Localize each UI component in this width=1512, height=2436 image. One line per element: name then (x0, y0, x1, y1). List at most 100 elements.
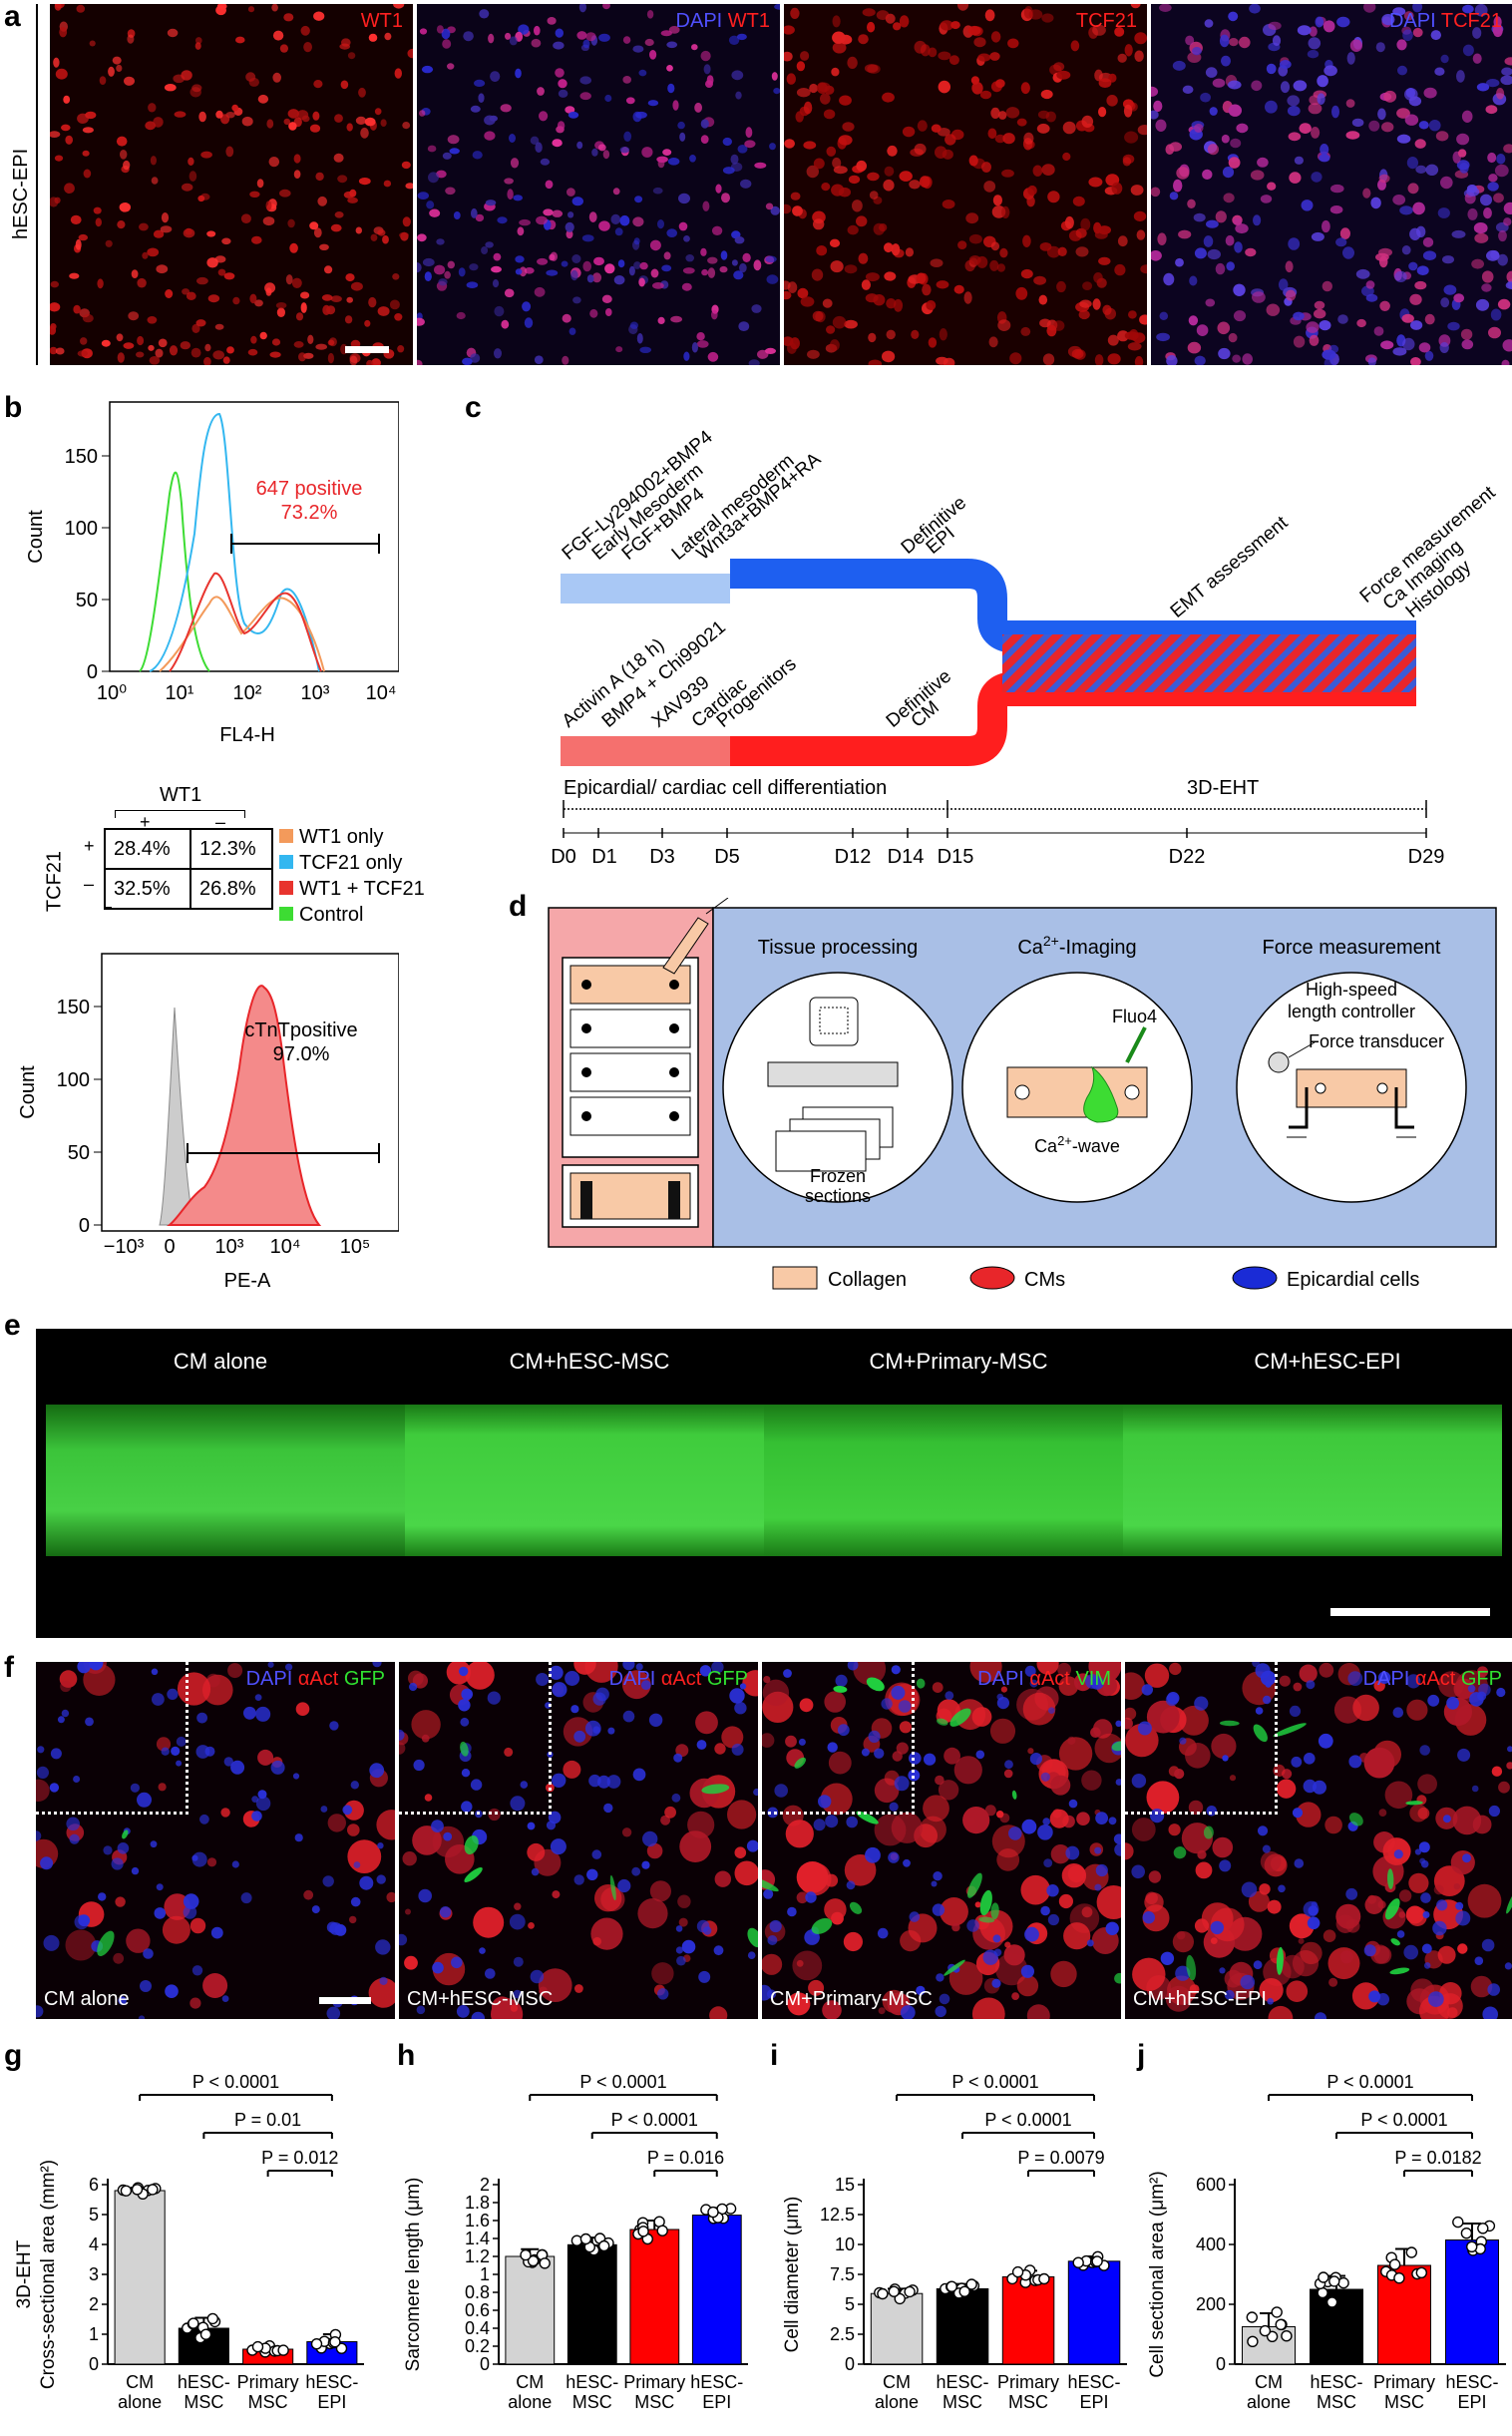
eht-image (764, 1405, 1123, 1556)
svg-text:100: 100 (65, 518, 98, 540)
svg-text:150: 150 (57, 997, 90, 1018)
eht-image (405, 1405, 764, 1556)
quad-cell: 32.5% (114, 878, 171, 900)
legend-item: WT1 + TCF21 (279, 876, 425, 902)
micro-label: TCF21 (1075, 10, 1137, 32)
panel-letter-c: c (465, 391, 482, 424)
data-point (120, 2185, 133, 2197)
category-label-3: hESC- (690, 2372, 743, 2392)
bottom-labels: Activin A (18 h) BMP4 + Chi99021 XAV939 … (559, 616, 955, 732)
y-tick-label: 7.5 (830, 2264, 855, 2284)
svg-text:High-speed: High-speed (1306, 980, 1397, 1000)
category-label-3: EPI (317, 2392, 346, 2412)
band-coculture (1002, 634, 1416, 692)
y-tick-label: 200 (1196, 2294, 1226, 2314)
micro-dapi-tcf21: DAPI TCF21 (1151, 4, 1512, 365)
data-point (1072, 2256, 1084, 2268)
panel-letter-j: j (1137, 2039, 1146, 2072)
data-point (1388, 2258, 1401, 2270)
protocol-diagram: FGF-Ly294002+BMP4 Early Mesoderm FGF+BMP… (551, 429, 1500, 868)
category-label-1: hESC- (936, 2372, 988, 2392)
category-label-1: hESC- (1310, 2372, 1362, 2392)
y-tick-label: 1.8 (465, 2193, 490, 2213)
bar-0 (505, 2255, 556, 2365)
svg-text:D22: D22 (1169, 846, 1206, 868)
svg-text:EMT assessment: EMT assessment (1167, 512, 1293, 622)
y-tick-label: 1.2 (465, 2246, 490, 2266)
svg-text:Epicardial/ cardiac cell diffe: Epicardial/ cardiac cell differentiation (564, 777, 887, 799)
sig-label: P < 0.0001 (951, 2072, 1038, 2092)
micro-f-cm-alone: DAPI αAct GFP CM alone (36, 1662, 395, 2019)
bar-2 (1377, 2264, 1431, 2365)
legend-item: TCF21 only (279, 850, 425, 876)
bar-1 (936, 2287, 989, 2365)
curve-wt1-tcf21 (169, 572, 322, 672)
sig-label: P = 0.012 (261, 2148, 338, 2168)
category-label-1: MSC (1317, 2392, 1356, 2412)
svg-text:Collagen: Collagen (828, 1269, 907, 1291)
svg-text:CMs: CMs (1024, 1269, 1065, 1291)
bar-0 (870, 2292, 924, 2365)
flow-legend: WT1 only TCF21 only WT1 + TCF21 Control (279, 824, 425, 928)
data-point (1393, 2271, 1405, 2284)
svg-text:D15: D15 (938, 846, 974, 868)
y-tick-label: 12.5 (820, 2205, 855, 2225)
y-tick-label: 0.4 (465, 2318, 490, 2338)
data-point (1246, 2311, 1259, 2323)
data-point (1247, 2335, 1259, 2347)
category-label-1: MSC (572, 2392, 612, 2412)
y-axis-label: Cell diameter (μm) (782, 2197, 803, 2353)
category-label-3: EPI (1457, 2392, 1486, 2412)
y-tick-label: 0 (480, 2354, 490, 2374)
data-point (335, 2342, 348, 2354)
category-label-3: EPI (1079, 2392, 1108, 2412)
category-label-2: MSC (1384, 2392, 1424, 2412)
micro-tcf21: TCF21 (784, 4, 1147, 365)
data-point (1337, 2276, 1349, 2289)
legend-item: Control (279, 902, 425, 928)
data-point (1415, 2266, 1427, 2279)
top-labels: FGF-Ly294002+BMP4 Early Mesoderm FGF+BMP… (559, 429, 970, 565)
svg-text:Frozen: Frozen (810, 1166, 866, 1186)
svg-text:Force transducer: Force transducer (1309, 1031, 1444, 1051)
y-tick-label: 5 (89, 2205, 99, 2225)
bar-1 (567, 2243, 617, 2365)
category-label-2: Primary (1373, 2372, 1435, 2392)
svg-text:97.0%: 97.0% (273, 1043, 330, 1065)
data-point (310, 2338, 323, 2350)
gate-label-1: 647 positive (256, 478, 363, 500)
y-tick-label: 6 (89, 2175, 99, 2195)
eht-whole-mount-strip: CM alone CM+hESC-MSC CM+Primary-MSC CM+h… (36, 1329, 1512, 1638)
category-label-2: MSC (248, 2392, 288, 2412)
data-point (199, 2328, 212, 2340)
svg-text:PE-A: PE-A (224, 1270, 271, 1292)
eht-image (1123, 1405, 1502, 1556)
svg-text:50: 50 (76, 590, 98, 611)
histogram-fl4: 0 50 100 150 10⁰ 10¹ 10² 10³ 10⁴ FL4-H C… (25, 401, 399, 746)
svg-text:D1: D1 (591, 846, 617, 868)
legend-item: WT1 only (279, 824, 425, 850)
y-tick-label: 0.8 (465, 2282, 490, 2302)
histogram-pe: 0 50 100 150 −10³ 0 10³ 10⁴ 10⁵ PE-A Cou… (20, 953, 399, 1292)
y-tick-label: 0 (1216, 2354, 1226, 2374)
data-point (539, 2257, 551, 2269)
category-label-2: Primary (623, 2372, 685, 2392)
svg-text:Fluo4: Fluo4 (1112, 1007, 1157, 1026)
category-label-0: alone (875, 2392, 919, 2412)
data-point (1477, 2223, 1489, 2234)
data-point (329, 2336, 341, 2348)
micro-f-hesc-msc: DAPI αAct GFP CM+hESC-MSC (399, 1662, 758, 2019)
svg-text:10¹: 10¹ (166, 682, 194, 704)
svg-text:10⁵: 10⁵ (340, 1236, 371, 1258)
data-point (894, 2292, 906, 2305)
data-point (1275, 2318, 1287, 2330)
row-divider (36, 4, 38, 365)
hist1-x-ticks: 10⁰ 10¹ 10² 10³ 10⁴ (97, 682, 397, 704)
svg-text:0: 0 (79, 1215, 90, 1237)
panel-letter-b: b (4, 391, 23, 424)
data-point (656, 2225, 668, 2236)
micro-f-primary-msc: DAPI αAct VIM CM+Primary-MSC (762, 1662, 1121, 2019)
y-axis-label: Sarcomere length (μm) (403, 2178, 424, 2372)
data-point (1460, 2227, 1473, 2239)
data-point (579, 2233, 592, 2245)
